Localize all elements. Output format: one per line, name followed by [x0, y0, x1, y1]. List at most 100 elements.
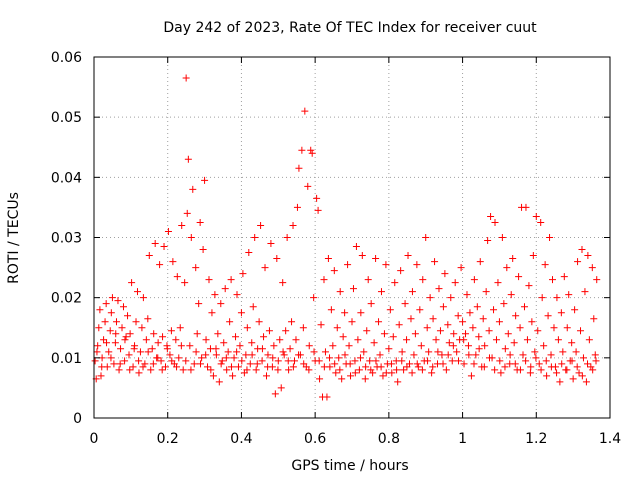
data-point: [310, 294, 318, 302]
data-point: [367, 366, 375, 374]
data-point: [315, 357, 323, 365]
data-point: [584, 252, 592, 260]
data-point: [248, 339, 256, 347]
data-point: [149, 360, 157, 368]
data-point: [215, 378, 223, 386]
data-point: [351, 357, 359, 365]
data-point: [385, 345, 393, 353]
data-point: [232, 333, 240, 341]
y-tick-label: 0: [73, 411, 82, 427]
data-point: [177, 342, 185, 350]
data-point: [251, 234, 259, 241]
data-point: [276, 336, 284, 344]
data-point: [542, 357, 550, 365]
axis-ticks: [93, 56, 611, 419]
y-tick-labels: 0 0.01 0.02 0.03 0.04 0.05 0.06: [51, 50, 82, 427]
data-point: [485, 354, 493, 362]
data-point: [571, 306, 579, 314]
data-point: [124, 312, 132, 320]
data-point: [182, 74, 190, 82]
y-tick-label: 0.02: [51, 291, 82, 307]
data-point: [336, 366, 344, 374]
y-tick-label: 0.01: [51, 351, 82, 367]
data-point: [233, 291, 241, 299]
data-point: [439, 360, 447, 368]
data-point: [372, 357, 380, 365]
data-point: [308, 149, 316, 157]
data-point: [273, 255, 281, 263]
data-point: [330, 267, 338, 275]
data-point: [157, 357, 165, 365]
data-point: [457, 264, 465, 272]
data-point: [354, 336, 362, 344]
data-point: [145, 252, 153, 260]
data-point: [453, 348, 461, 356]
data-point: [196, 218, 204, 226]
data-point: [184, 155, 192, 163]
grid: [94, 57, 610, 418]
data-point: [509, 255, 517, 263]
data-point: [510, 339, 518, 347]
data-point: [352, 243, 360, 251]
data-point: [229, 372, 237, 380]
data-point: [472, 351, 480, 359]
data-point: [404, 252, 412, 260]
data-point: [462, 330, 470, 338]
data-point: [314, 206, 322, 214]
data-point: [108, 294, 116, 302]
data-point: [238, 357, 246, 365]
data-point: [122, 333, 130, 341]
data-point: [305, 366, 313, 374]
data-point: [569, 375, 577, 383]
data-point: [447, 294, 455, 302]
x-tick-label: 1.4: [599, 431, 621, 447]
data-point: [132, 318, 140, 326]
data-point: [495, 318, 503, 326]
data-point: [267, 240, 275, 248]
data-point: [324, 255, 332, 263]
data-point: [279, 279, 287, 287]
data-point: [243, 366, 251, 374]
data-point: [369, 369, 377, 377]
data-point: [538, 294, 546, 302]
data-point: [382, 369, 390, 377]
data-point: [248, 351, 256, 359]
data-point: [202, 351, 210, 359]
data-point: [455, 357, 463, 365]
data-point: [413, 360, 421, 368]
data-point: [304, 182, 312, 190]
data-point: [243, 324, 251, 332]
data-point: [348, 318, 356, 326]
data-point: [166, 351, 174, 359]
data-point: [265, 327, 273, 335]
data-point: [512, 312, 520, 320]
data-point: [151, 240, 159, 248]
data-point: [160, 243, 168, 251]
data-point: [491, 218, 499, 226]
data-point: [418, 366, 426, 374]
x-tick-label: 1.2: [525, 431, 547, 447]
data-point: [173, 273, 181, 281]
data-point: [135, 357, 143, 365]
data-point: [192, 264, 200, 272]
data-point: [116, 360, 124, 368]
data-point: [154, 339, 162, 347]
data-point: [221, 285, 229, 293]
data-point: [389, 333, 397, 341]
data-point: [572, 348, 580, 356]
data-point: [363, 327, 371, 335]
data-point: [246, 360, 254, 368]
y-tick-label: 0.04: [51, 170, 82, 186]
data-point: [195, 300, 203, 308]
data-point: [357, 309, 365, 317]
data-point: [344, 261, 352, 269]
data-point: [201, 176, 209, 184]
data-point: [526, 369, 534, 377]
data-point: [222, 354, 230, 362]
data-point: [422, 234, 430, 241]
data-point: [119, 303, 127, 311]
data-point: [563, 324, 571, 332]
data-point: [554, 336, 562, 344]
data-point: [292, 336, 300, 344]
data-point: [547, 351, 555, 359]
